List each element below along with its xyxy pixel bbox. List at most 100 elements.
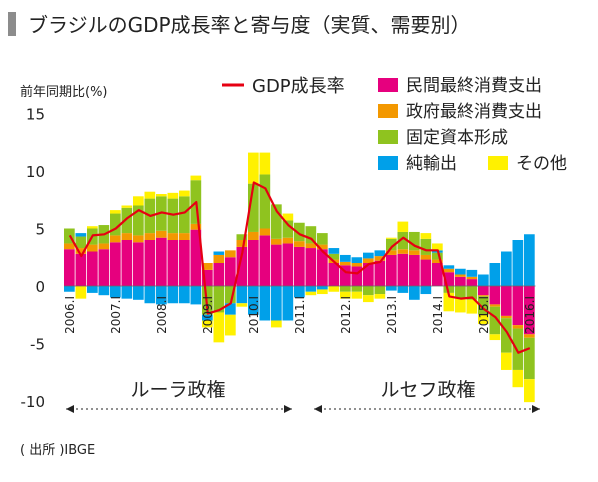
bar-segment-3 xyxy=(282,220,294,238)
bar-segment-4 xyxy=(409,286,420,300)
bar-segment-1 xyxy=(121,240,133,286)
bar-segment-1 xyxy=(225,257,236,286)
bar-segment-1 xyxy=(512,286,524,326)
bar-segment-4 xyxy=(317,286,328,290)
bar-segment-4 xyxy=(512,240,524,286)
legend-swatch-3 xyxy=(378,130,398,144)
bar-segment-4 xyxy=(420,286,432,295)
bar-segment-4 xyxy=(397,286,409,293)
bar-segment-5 xyxy=(144,191,156,199)
bar-segment-5 xyxy=(317,289,328,295)
bar-segment-1 xyxy=(466,279,478,286)
bar-segment-4 xyxy=(236,286,248,304)
bar-segment-5 xyxy=(455,297,466,313)
bar-segment-2 xyxy=(225,250,236,258)
bar-segment-3 xyxy=(524,337,535,380)
bar-segment-4 xyxy=(110,286,121,298)
bar-segment-5 xyxy=(374,294,386,299)
bar-segment-1 xyxy=(524,286,535,335)
y-tick-label: -10 xyxy=(21,393,46,411)
bar-segment-1 xyxy=(432,263,443,286)
bar-segment-2 xyxy=(98,243,110,250)
bar-segment-1 xyxy=(409,254,420,286)
legend-swatch-1 xyxy=(378,78,398,92)
bar-segment-5 xyxy=(432,243,443,251)
bar-segment-1 xyxy=(294,246,305,286)
bar-segment-2 xyxy=(156,230,167,238)
bar-segment-2 xyxy=(110,235,121,243)
bar-segment-5 xyxy=(363,295,374,303)
bar-segment-1 xyxy=(271,244,282,286)
bar-segment-5 xyxy=(397,221,409,232)
bar-segment-5 xyxy=(75,286,87,299)
bar-segment-5 xyxy=(121,205,133,208)
bar-segment-2 xyxy=(374,256,386,261)
y-tick-label: -5 xyxy=(30,336,45,354)
bar-segment-4 xyxy=(524,234,535,286)
bar-segment-1 xyxy=(144,240,156,286)
bar-segment-5 xyxy=(386,237,397,239)
x-tick-label: 2011.I xyxy=(293,296,307,334)
bar-segment-2 xyxy=(190,223,202,230)
bar-segment-2 xyxy=(167,233,179,240)
bar-segment-3 xyxy=(501,318,512,353)
bar-segment-2 xyxy=(271,238,282,245)
legend-swatch-4 xyxy=(378,156,398,170)
bar-segment-4 xyxy=(282,286,294,321)
bar-segment-5 xyxy=(110,210,121,214)
bar-segment-3 xyxy=(225,286,236,304)
bar-segment-4 xyxy=(144,286,156,304)
era-arrow-lula-head-right xyxy=(284,405,292,413)
bar-segment-3 xyxy=(213,286,225,313)
bar-segment-5 xyxy=(202,320,213,328)
bar-segment-2 xyxy=(466,276,478,280)
era-annotations: ルーラ政権 ルセフ政権 xyxy=(66,379,540,413)
bar-segment-2 xyxy=(409,250,420,255)
bar-segment-2 xyxy=(340,261,351,266)
bar-segment-1 xyxy=(282,243,294,286)
bar-segment-2 xyxy=(282,237,294,244)
bar-segment-2 xyxy=(524,334,535,338)
bar-segment-2 xyxy=(179,233,190,240)
bar-segment-5 xyxy=(524,379,535,403)
bar-segment-3 xyxy=(466,286,478,300)
bar-segment-4 xyxy=(294,286,305,298)
y-axis-label: 前年同期比(%) xyxy=(20,84,108,100)
bar-segment-3 xyxy=(259,174,271,229)
bar-segment-2 xyxy=(432,259,443,263)
bar-segment-5 xyxy=(167,192,179,199)
bar-segment-5 xyxy=(225,314,236,336)
bar-segment-1 xyxy=(179,240,190,286)
x-tick-label: 2016.I xyxy=(523,296,537,334)
bar-segment-1 xyxy=(75,253,87,286)
bar-segment-3 xyxy=(363,286,374,296)
bar-segment-2 xyxy=(386,250,397,255)
bar-segment-4 xyxy=(271,286,282,321)
bar-segment-4 xyxy=(443,265,455,269)
bar-segment-1 xyxy=(110,242,121,286)
bar-segment-4 xyxy=(179,286,190,304)
bar-segment-1 xyxy=(190,229,202,286)
bar-segment-2 xyxy=(443,268,455,273)
bar-segment-2 xyxy=(133,235,144,243)
y-tick-label: 5 xyxy=(35,221,45,239)
bar-segment-2 xyxy=(294,241,305,247)
bar-segment-4 xyxy=(363,252,374,259)
bar-segment-2 xyxy=(489,304,501,307)
era-label-rousseff: ルセフ政権 xyxy=(380,379,475,401)
bar-segment-4 xyxy=(466,269,478,277)
bar-segment-4 xyxy=(248,286,259,315)
bar-segment-3 xyxy=(328,253,340,260)
x-tick-label: 2006.I xyxy=(63,296,77,334)
x-tick-label: 2012.I xyxy=(339,296,353,334)
bar-segment-1 xyxy=(156,237,167,286)
bar-segment-4 xyxy=(202,314,213,321)
bar-segment-1 xyxy=(478,286,489,296)
bar-segment-2 xyxy=(478,295,489,297)
bar-segment-1 xyxy=(202,269,213,286)
bar-segment-1 xyxy=(305,248,317,286)
bar-segment-1 xyxy=(340,265,351,286)
x-tick-label: 2014.I xyxy=(431,296,445,334)
x-tick-label: 2007.I xyxy=(109,296,123,334)
era-arrow-rousseff-head-right xyxy=(532,405,540,413)
